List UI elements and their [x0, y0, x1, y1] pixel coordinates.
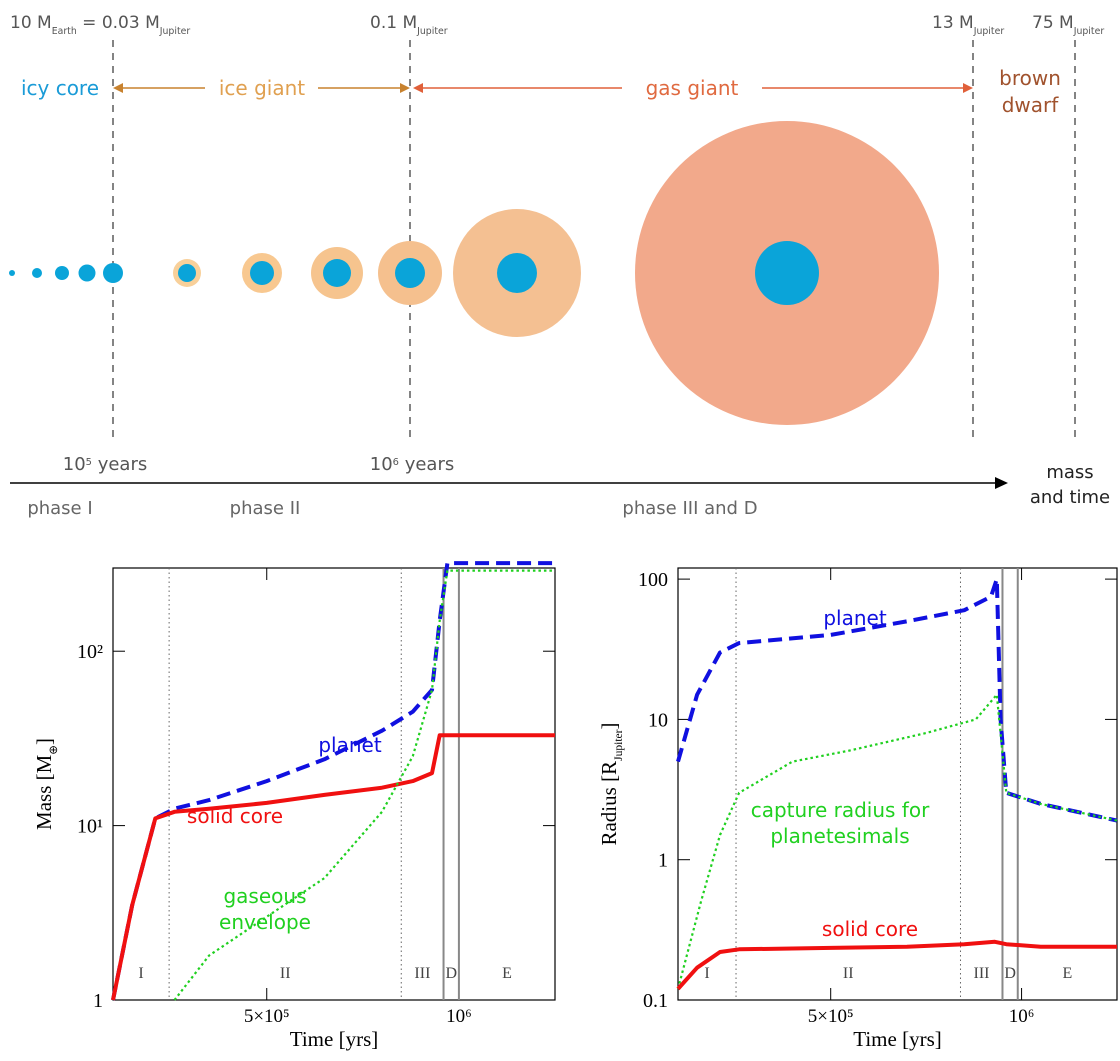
mass-label-part: = 0.03 M — [77, 13, 160, 33]
time-label: 106 years — [370, 454, 454, 475]
axis-label: and time — [1030, 487, 1110, 508]
series-label: solid core — [790, 916, 950, 942]
phase-label: I — [138, 965, 143, 982]
mass-label-part: Jupiter — [1073, 26, 1105, 37]
phase-label: III — [973, 965, 989, 982]
y-tick-label: 1 — [658, 850, 668, 872]
y-tick-label: 100 — [638, 569, 668, 591]
y-tick-label: 10 — [648, 709, 668, 731]
y-tick-label: 10² — [77, 641, 103, 663]
series-label: capture radius for planetesimals — [720, 797, 960, 849]
series-line — [175, 571, 556, 1000]
mass-label-part: 13 M — [932, 13, 974, 33]
page: 10 MEarth = 0.03 MJupiter0.1 MJupiter13 … — [0, 0, 1120, 1061]
phase-label: E — [502, 965, 512, 982]
y-tick-label: 10¹ — [77, 816, 103, 838]
class-label: dwarf — [1002, 93, 1060, 117]
y-axis-label-part: Mass [M — [32, 754, 56, 830]
mass-label-part: 0.1 M — [370, 13, 417, 33]
axis-label: mass — [1046, 462, 1093, 483]
phase-label: phase I — [27, 498, 92, 519]
mass-label: 10 MEarth = 0.03 MJupiter — [10, 13, 190, 37]
x-axis-label: Time [yrs] — [290, 1027, 378, 1051]
x-axis-label: Time [yrs] — [853, 1027, 941, 1051]
series-label: solid core — [155, 803, 315, 829]
time-label: 105 years — [63, 454, 147, 475]
plot-frame — [113, 568, 555, 1000]
phase-label: phase II — [230, 498, 301, 519]
phase-label: I — [704, 965, 709, 982]
phase-label: II — [280, 965, 291, 982]
y-axis-label-part: ⊕ — [48, 745, 60, 755]
phase-label: E — [1062, 965, 1072, 982]
phase-label: D — [1004, 965, 1016, 982]
class-label: brown — [999, 66, 1061, 90]
y-axis-label: Mass [M⊕] — [32, 738, 60, 830]
mass-label: 13 MJupiter — [932, 13, 1004, 37]
y-axis-label-part: Jupiter — [613, 729, 625, 761]
phase-label: D — [445, 965, 457, 982]
mass-label: 75 MJupiter — [1032, 13, 1104, 37]
series-line — [678, 942, 1117, 989]
mass-label-part: Jupiter — [416, 26, 448, 37]
class-label: gas giant — [646, 76, 739, 100]
y-axis-label-part: ] — [32, 738, 56, 745]
figure: 10 MEarth = 0.03 MJupiter0.1 MJupiter13 … — [0, 0, 1120, 1061]
y-axis-label-part: Radius [R — [597, 761, 621, 846]
time-label-part: years — [92, 454, 147, 475]
time-label-part: years — [399, 454, 454, 475]
mass-label-part: 75 M — [1032, 13, 1074, 33]
x-tick-label: 10⁶ — [1009, 1006, 1035, 1027]
time-arrowhead — [995, 477, 1008, 489]
class-label: icy core — [21, 76, 99, 100]
y-tick-label: 1 — [93, 990, 103, 1012]
phase-label: III — [414, 965, 430, 982]
planet-circles — [9, 121, 939, 425]
mass-label-part: Jupiter — [973, 26, 1005, 37]
time-label-part: 10 — [63, 454, 86, 475]
y-axis-label: Radius [RJupiter] — [597, 722, 625, 845]
mass-label-part: Earth — [52, 26, 77, 37]
phase-label: II — [843, 965, 854, 982]
x-tick-label: 5×10⁵ — [808, 1006, 854, 1027]
x-tick-label: 10⁶ — [446, 1006, 472, 1027]
mass-label-part: 10 M — [10, 13, 52, 33]
class-label: ice giant — [219, 76, 305, 100]
mass-label-part: Jupiter — [159, 26, 191, 37]
series-label: gaseous envelope — [195, 883, 335, 935]
x-tick-label: 5×10⁵ — [244, 1006, 290, 1027]
series-label: planet — [270, 732, 430, 758]
phase-label: phase III and D — [622, 498, 757, 519]
time-label-part: 10 — [370, 454, 393, 475]
mass-label: 0.1 MJupiter — [370, 13, 448, 37]
y-axis-label-part: ] — [597, 722, 621, 729]
series-label: planet — [775, 605, 935, 631]
y-tick-label: 0.1 — [643, 990, 668, 1012]
